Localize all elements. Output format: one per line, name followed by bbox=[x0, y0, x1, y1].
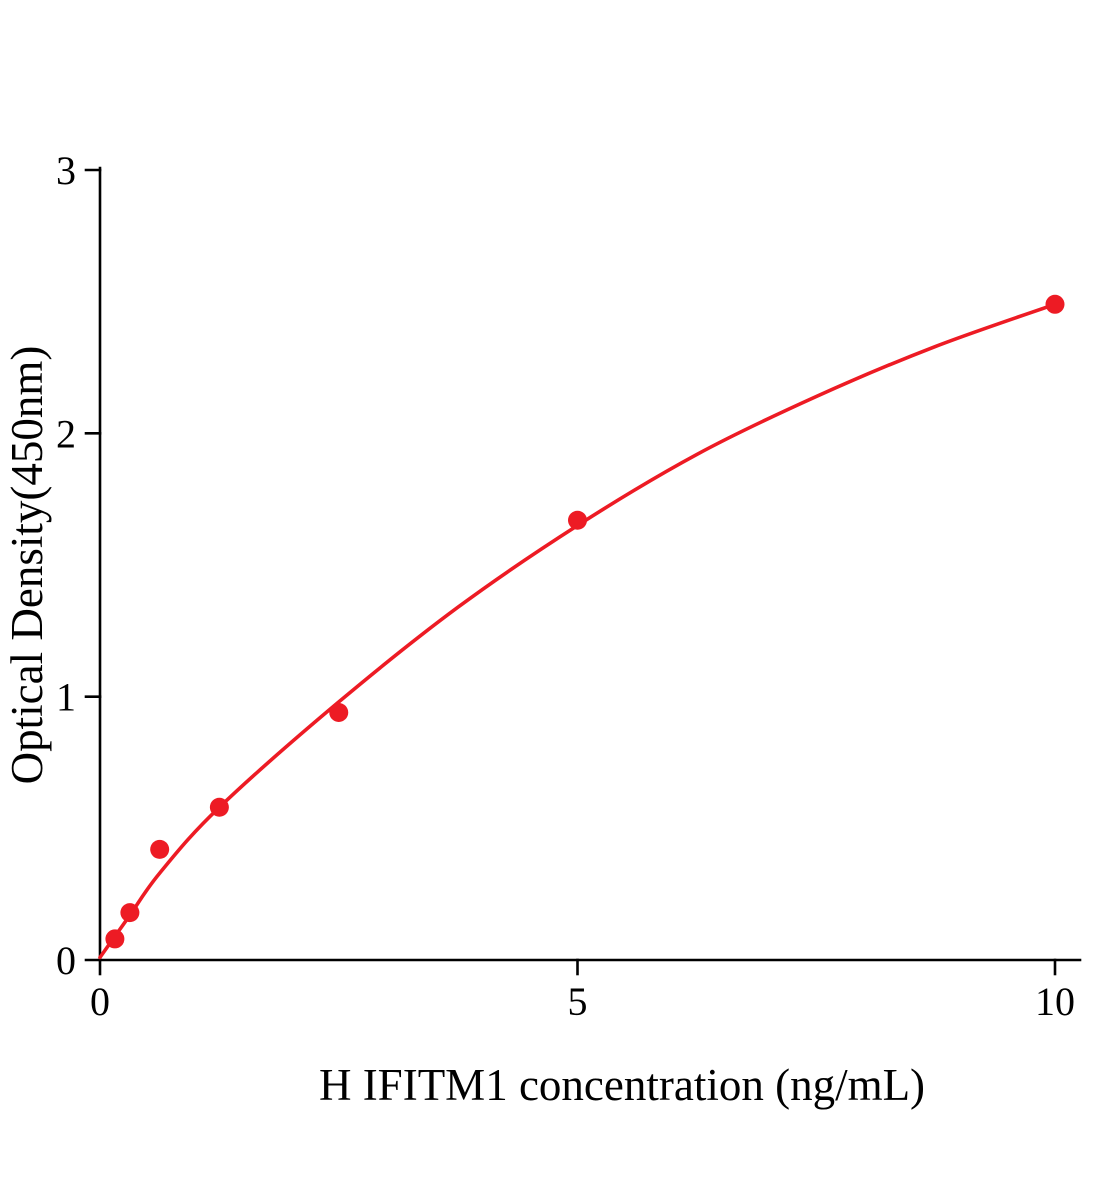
axes-layer: 0 5 10 0 1 2 3 bbox=[56, 148, 1082, 1024]
x-tick-label: 10 bbox=[1035, 979, 1075, 1024]
data-point bbox=[105, 929, 125, 949]
data-point bbox=[1045, 294, 1065, 314]
y-axis-title: Optical Density(450nm) bbox=[2, 346, 52, 785]
data-point bbox=[120, 903, 140, 923]
y-tick-label: 0 bbox=[56, 938, 76, 983]
data-point bbox=[209, 797, 229, 817]
fit-curve bbox=[98, 302, 1057, 960]
x-tick-label: 5 bbox=[568, 979, 588, 1024]
data-point bbox=[150, 839, 170, 859]
y-tick-label: 2 bbox=[56, 411, 76, 456]
x-tick-label: 0 bbox=[90, 979, 110, 1024]
data-point bbox=[329, 702, 349, 722]
y-tick-label: 1 bbox=[56, 675, 76, 720]
data-point bbox=[568, 510, 587, 530]
data-layer bbox=[98, 294, 1065, 960]
y-tick-label: 3 bbox=[56, 148, 76, 193]
x-axis-title: H IFITM1 concentration (ng/mL) bbox=[319, 1060, 925, 1110]
